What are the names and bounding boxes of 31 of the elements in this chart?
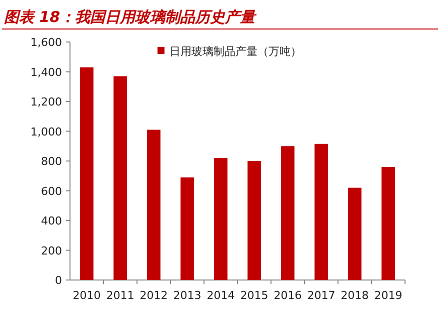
bar: [382, 166, 395, 280]
bar: [114, 76, 127, 280]
y-tick-label: 1,200: [30, 96, 62, 108]
bar: [314, 144, 328, 280]
y-tick-label: 1,400: [30, 66, 62, 79]
y-tick-label: 800: [41, 155, 62, 168]
x-tick-label: 2019: [374, 289, 402, 302]
y-tick-label: 600: [41, 184, 62, 198]
x-tick-label: 2013: [173, 289, 202, 302]
bar: [281, 146, 294, 280]
x-tick-label: 2014: [206, 289, 235, 302]
y-tick-label: 0: [55, 274, 62, 287]
bar: [180, 177, 194, 280]
y-tick-label: 1,600: [30, 36, 62, 49]
y-tick-label: 200: [41, 244, 62, 258]
y-tick-label: 400: [41, 214, 62, 228]
bar: [248, 161, 261, 280]
bar: [147, 130, 160, 280]
x-tick-label: 2012: [140, 289, 168, 302]
x-tick-label: 2016: [274, 289, 302, 302]
x-tick-label: 2018: [340, 289, 369, 302]
bar: [80, 67, 94, 280]
chart-title: 图表 18：我国日用玻璃制品历史产量: [4, 8, 258, 26]
x-tick-label: 2017: [307, 289, 336, 302]
x-tick-label: 2015: [240, 289, 268, 302]
legend-label: 日用玻璃制品产量（万吨）: [170, 45, 302, 58]
x-tick-label: 2011: [106, 289, 134, 302]
y-tick-label: 1,000: [30, 125, 62, 138]
x-tick-label: 2010: [72, 289, 101, 302]
bar: [348, 188, 362, 280]
bar: [214, 158, 228, 280]
